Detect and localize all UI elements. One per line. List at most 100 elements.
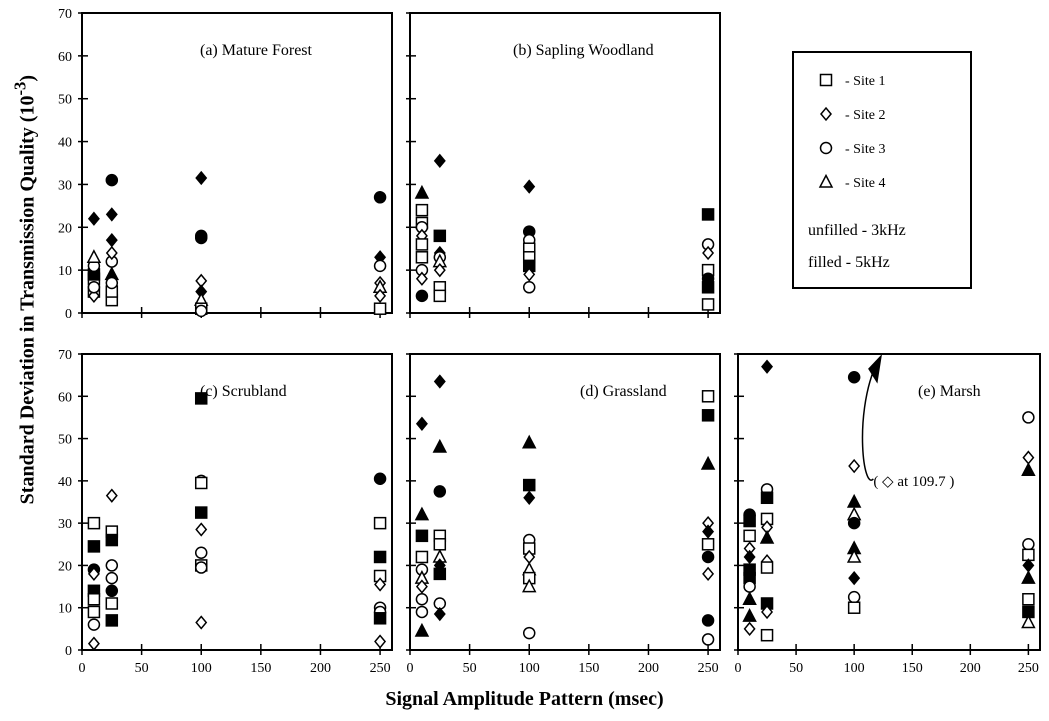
data-point	[759, 529, 775, 544]
data-point	[521, 578, 537, 593]
data-point	[87, 636, 100, 651]
y-tick-label: 50	[58, 433, 72, 448]
y-tick-label: 0	[65, 644, 72, 659]
data-point	[701, 538, 715, 551]
data-point	[760, 561, 774, 574]
legend-note-unfilled: unfilled - 3kHz	[808, 222, 906, 239]
legend-label: - Site 1	[845, 74, 885, 89]
data-point	[848, 458, 861, 474]
data-point	[1022, 593, 1035, 606]
data-point	[432, 438, 448, 453]
data-point	[373, 259, 387, 273]
data-point	[433, 289, 447, 303]
panel-2: (b) Sapling Woodland	[406, 12, 721, 318]
data-point	[415, 238, 429, 251]
x-tick-label: 150	[902, 661, 923, 676]
data-point	[847, 601, 861, 614]
data-point	[194, 561, 208, 574]
y-tick-label: 30	[58, 178, 72, 193]
y-tick-label: 10	[58, 264, 72, 279]
data-point	[760, 491, 774, 505]
x-tick-label: 200	[638, 661, 659, 676]
data-point	[433, 606, 446, 622]
x-tick-label: 0	[407, 661, 414, 676]
data-point	[702, 566, 715, 582]
data-point	[415, 251, 429, 264]
data-point	[373, 302, 387, 315]
data-point	[373, 516, 387, 530]
data-point	[1022, 450, 1035, 465]
data-point	[105, 584, 119, 598]
legend-label: - Site 3	[845, 142, 885, 157]
data-point	[523, 267, 536, 282]
y-tick-label: 20	[58, 221, 72, 236]
data-point	[194, 392, 208, 405]
data-point	[1021, 462, 1036, 477]
data-point	[415, 416, 428, 431]
data-point	[846, 548, 862, 563]
legend-label: - Site 4	[845, 176, 885, 191]
data-point	[195, 170, 208, 186]
legend-note-filled: filled - 5kHz	[808, 254, 890, 271]
panel-frame	[409, 12, 721, 314]
data-point	[523, 490, 536, 505]
y-tick-label: 10	[58, 602, 72, 617]
panel-frame	[81, 12, 393, 314]
data-point	[414, 622, 430, 637]
data-point	[433, 153, 446, 169]
data-point	[848, 570, 861, 586]
data-point	[105, 276, 119, 290]
data-point	[433, 567, 447, 581]
panel-title: (e) Marsh	[918, 383, 981, 400]
panel-frame	[409, 353, 721, 651]
panel-frame	[737, 353, 1041, 651]
panel-4: 0 50 100 150 200 250 (d) Grassland	[406, 353, 721, 676]
legend-box	[792, 51, 972, 289]
x-tick-label: 0	[79, 661, 86, 676]
data-point	[523, 179, 536, 194]
data-point	[1021, 614, 1036, 629]
data-point	[105, 245, 118, 261]
data-point	[760, 628, 774, 642]
data-point	[701, 614, 715, 627]
data-point	[415, 605, 429, 619]
data-point	[433, 374, 446, 389]
data-point	[743, 621, 756, 637]
data-point	[87, 593, 101, 606]
data-point	[414, 184, 430, 199]
data-point	[1022, 558, 1035, 573]
data-point	[415, 271, 428, 286]
y-tick-label: 40	[58, 475, 72, 490]
x-tick-label: 250	[370, 661, 391, 676]
x-tick-label: 50	[135, 661, 149, 676]
data-point	[194, 304, 208, 318]
data-point	[743, 514, 756, 528]
data-point	[105, 488, 118, 503]
x-tick-label: 250	[1018, 661, 1039, 676]
y-tick-label: 20	[58, 559, 72, 574]
data-point	[522, 478, 536, 492]
data-point	[701, 281, 715, 294]
data-point	[105, 533, 119, 547]
data-point	[87, 566, 100, 582]
data-point	[702, 245, 715, 261]
data-point	[433, 538, 447, 551]
data-point	[194, 476, 208, 490]
data-point	[1022, 411, 1035, 424]
legend: - Site 1 - Site 2 - Site 3 - Site 4 unfilled…	[792, 51, 972, 289]
legend-label: - Site 2	[845, 108, 885, 123]
data-point	[701, 208, 715, 221]
data-point	[433, 262, 446, 278]
data-point	[373, 191, 387, 204]
panel-1: 0 10 20 30 40 50 60 70 (a) Mature Forest	[58, 7, 393, 322]
data-point	[194, 546, 208, 559]
data-point	[415, 289, 429, 303]
y-tick-label: 50	[58, 93, 72, 108]
data-point	[105, 614, 119, 627]
annotation-arrowhead	[868, 354, 883, 384]
y-tick-label: 40	[58, 136, 72, 151]
data-point	[415, 593, 429, 606]
data-point	[87, 540, 101, 553]
data-point	[743, 529, 756, 543]
